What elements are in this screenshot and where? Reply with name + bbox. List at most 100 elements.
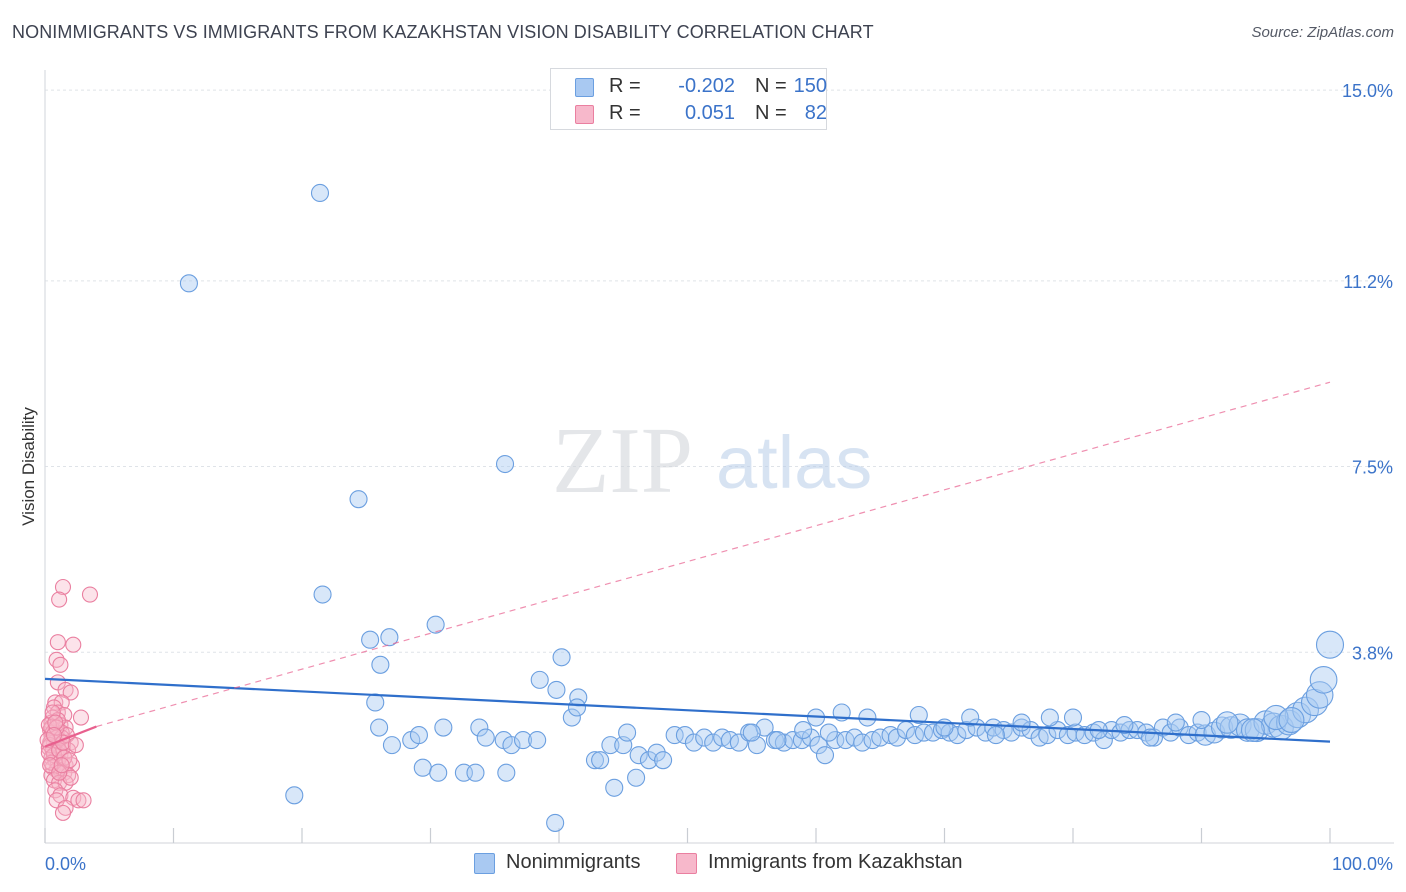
nonimmigrants-point — [585, 751, 605, 770]
immigrants-point — [49, 634, 66, 651]
immigrants-swatch — [676, 853, 697, 874]
nonimmigrants-point — [627, 768, 646, 787]
nonimmigrants-point — [313, 585, 332, 604]
y-tick-label: 7.5% — [1352, 458, 1393, 478]
nonimmigrants-point — [618, 723, 637, 742]
nonimmigrants-point — [605, 778, 624, 797]
nonimmigrants-point — [768, 731, 787, 750]
nonimmigrants-point — [497, 763, 516, 782]
immigrants-point — [72, 709, 90, 726]
nonimmigrants-point — [665, 726, 684, 745]
nonimmigrants-point — [984, 718, 1003, 737]
immigrants-point — [52, 656, 69, 673]
immigrants-point — [61, 752, 78, 769]
y-tick-label: 3.8% — [1352, 643, 1393, 663]
immigrants-point — [47, 714, 64, 731]
nonimmigrants-swatch — [474, 853, 495, 874]
nonimmigrants-point — [1040, 708, 1059, 727]
correlation-legend: R = -0.202 N = 150 R = 0.051 N = 82 — [550, 68, 827, 130]
legend-label: Nonimmigrants — [506, 851, 641, 873]
immigrants-point — [65, 636, 82, 653]
nonimmigrants-point — [380, 628, 399, 647]
watermark-zip: ZIP — [552, 409, 693, 513]
r-label: R = — [609, 75, 641, 97]
nonimmigrants-point — [285, 786, 304, 805]
nonimmigrants-point — [1315, 630, 1345, 659]
nonimmigrants-point — [546, 813, 565, 832]
trend-layer — [44, 381, 1331, 748]
x-tick-label-max: 100.0% — [1332, 854, 1393, 874]
nonimmigrants-point — [530, 670, 549, 689]
grid-layer — [45, 89, 1394, 653]
nonimmigrants-point — [476, 728, 495, 747]
immigrants-trendline-extension — [96, 381, 1331, 728]
x-tick-label-min: 0.0% — [45, 854, 86, 874]
legend-label: Immigrants from Kazakhstan — [708, 851, 963, 873]
nonimmigrants-point — [426, 615, 445, 634]
nonimmigrants-point — [370, 718, 389, 737]
nonimmigrants-point — [1038, 726, 1057, 745]
nonimmigrants-point — [986, 726, 1005, 745]
nonimmigrants-point — [1215, 711, 1239, 734]
nonimmigrants-point — [1309, 665, 1338, 694]
nonimmigrants-trendline — [44, 677, 1331, 743]
nonimmigrants-point — [742, 723, 761, 742]
n-label: N = — [755, 75, 787, 97]
nonimmigrants-point — [310, 183, 330, 203]
nonimmigrants-point — [547, 680, 566, 699]
nonimmigrants-point — [654, 751, 673, 770]
nonimmigrants-point — [801, 728, 820, 747]
immigrants-trendline — [44, 725, 97, 748]
immigrants-point — [54, 578, 72, 596]
y-tick-label: 15.0% — [1342, 81, 1393, 101]
nonimmigrants-point — [179, 274, 198, 293]
series-legend: Nonimmigrants Immigrants from Kazakhstan — [0, 850, 1406, 878]
immigrants-point — [75, 792, 92, 809]
nonimmigrants-point — [794, 721, 813, 740]
immigrants-point — [67, 737, 84, 754]
nonimmigrants-point — [809, 736, 828, 755]
nonimmigrants-point — [1166, 713, 1185, 732]
nonimmigrants-point — [815, 746, 835, 765]
nonimmigrants-point — [371, 655, 390, 674]
immigrants-swatch — [575, 105, 594, 124]
nonimmigrants-point — [552, 648, 571, 667]
nonimmigrants-point — [591, 751, 610, 770]
immigrants-point — [54, 804, 72, 821]
nonimmigrants-point — [349, 490, 368, 509]
nonimmigrants-point — [1192, 710, 1211, 730]
nonimmigrants-point — [502, 736, 521, 755]
y-tick-label: 11.2% — [1343, 272, 1393, 292]
nonimmigrants-point — [629, 746, 648, 765]
nonimmigrants-point — [695, 728, 714, 747]
nonimmigrants-point — [366, 693, 385, 712]
nonimmigrants-point — [562, 708, 581, 727]
immigrants-point — [53, 694, 70, 711]
nonimmigrants-point — [466, 763, 485, 782]
nonimmigrants-point — [361, 630, 380, 649]
nonimmigrants-point — [1012, 713, 1031, 732]
nonimmigrants-point — [684, 733, 703, 752]
nonimmigrants-point — [858, 708, 877, 727]
n-label: N = — [755, 102, 787, 124]
nonimmigrants-point — [639, 751, 659, 770]
nonimmigrants-point — [1063, 708, 1083, 727]
immigrants-point — [53, 757, 70, 774]
nonimmigrants-point — [434, 718, 453, 737]
y-axis-label: Vision Disability — [19, 407, 38, 526]
nonimmigrants-point — [413, 758, 432, 777]
source-label: Source: ZipAtlas.com — [1251, 24, 1394, 41]
immigrants-points — [39, 578, 99, 821]
chart-title: NONIMMIGRANTS VS IMMIGRANTS FROM KAZAKHS… — [12, 22, 874, 42]
nonimmigrants-point — [853, 733, 872, 752]
nonimmigrants-point — [528, 731, 547, 750]
nonimmigrants-point — [409, 726, 428, 745]
nonimmigrants-point — [826, 731, 845, 750]
immigrants-point — [81, 586, 99, 603]
nonimmigrants-point — [1240, 718, 1265, 743]
nonimmigrants-point — [1115, 715, 1134, 735]
nonimmigrants-swatch — [575, 78, 594, 97]
immigrants-point — [51, 591, 68, 608]
nonimmigrants-point — [513, 731, 533, 750]
